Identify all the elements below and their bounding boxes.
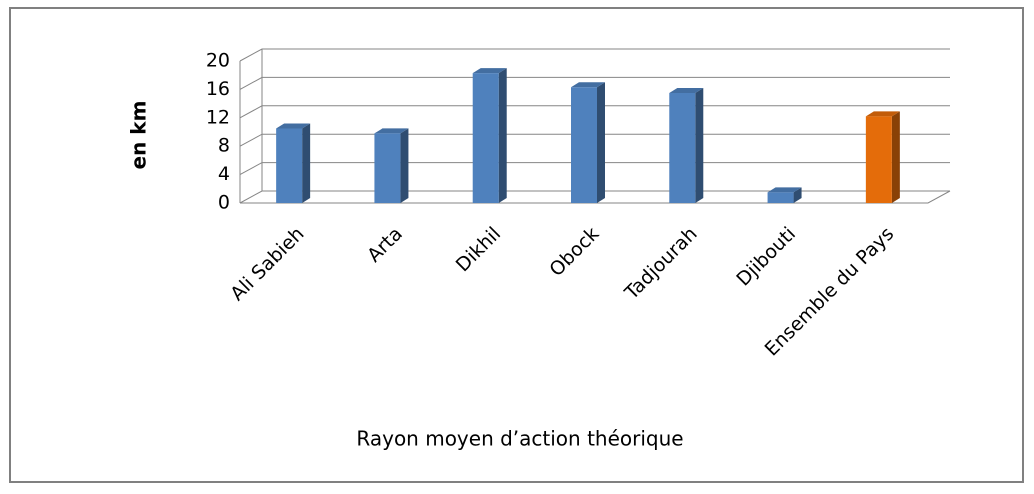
bar-side	[597, 82, 605, 203]
chart-title: Rayon moyen d’action théorique	[356, 427, 683, 451]
grid-line	[239, 48, 950, 62]
bar	[571, 82, 605, 203]
bar-front	[669, 92, 696, 203]
bar	[669, 87, 704, 203]
bar-front	[374, 133, 401, 203]
bar-side	[793, 187, 802, 203]
bar-side	[302, 123, 311, 203]
bar-front	[276, 128, 303, 203]
y-tick-label: 8	[218, 135, 230, 157]
grid-line	[239, 133, 950, 147]
bar	[276, 123, 311, 203]
y-tick-label: 20	[206, 50, 230, 72]
bar-side	[891, 111, 900, 203]
bar-top	[865, 111, 900, 117]
y-tick-label: 0	[218, 192, 230, 214]
bar	[767, 187, 802, 203]
bar	[374, 128, 409, 203]
bar-side	[695, 87, 704, 203]
bar-top	[767, 187, 802, 193]
bar-front	[767, 192, 794, 203]
y-tick-label: 16	[206, 78, 230, 100]
grid-line	[239, 190, 950, 204]
bar	[472, 68, 507, 203]
bar-top	[374, 128, 409, 134]
bar-front	[865, 116, 892, 203]
bar-top	[276, 123, 311, 129]
bar-top	[669, 87, 704, 93]
grid-line	[239, 162, 950, 176]
bar-top	[571, 82, 605, 88]
bar-top	[472, 68, 507, 74]
y-tick-label: 12	[206, 106, 230, 128]
y-axis-label: en km	[127, 101, 151, 170]
bar	[865, 111, 900, 203]
bar-front	[571, 87, 597, 203]
chart-border	[9, 7, 1024, 483]
bar-front	[472, 73, 499, 203]
grid-line	[239, 76, 950, 90]
bar-side	[498, 68, 507, 203]
y-tick-label: 4	[218, 163, 230, 185]
grid-line	[239, 105, 950, 119]
floor	[240, 190, 951, 204]
bar-side	[400, 128, 409, 203]
